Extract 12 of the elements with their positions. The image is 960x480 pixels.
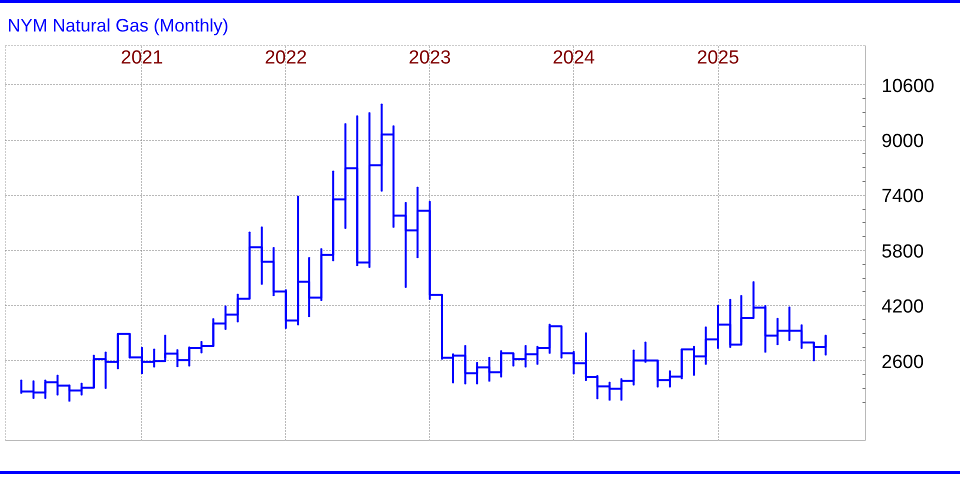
y-tick-label: 4200 xyxy=(882,296,924,318)
x-tick-label: 2025 xyxy=(696,48,740,68)
y-tick-label: 10600 xyxy=(882,76,934,97)
y-tick-label: 2600 xyxy=(882,352,924,373)
chart-title: NYM Natural Gas (Monthly) xyxy=(8,16,229,36)
x-tick-label: 2021 xyxy=(120,48,164,68)
y-tick-label: 5800 xyxy=(882,241,924,262)
x-tick-label: 2022 xyxy=(264,48,308,68)
x-tick-label: 2024 xyxy=(552,48,596,68)
y-tick-label: 9000 xyxy=(882,131,924,152)
x-tick-label: 2023 xyxy=(408,48,451,68)
y-tick-label: 7400 xyxy=(882,186,924,208)
